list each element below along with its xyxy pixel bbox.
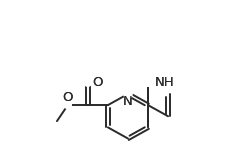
Text: O: O	[63, 91, 73, 104]
Text: NH: NH	[155, 76, 174, 89]
Circle shape	[84, 79, 91, 86]
Text: O: O	[93, 76, 103, 89]
Circle shape	[124, 90, 132, 98]
Text: O: O	[63, 91, 73, 104]
Text: NH: NH	[155, 76, 174, 89]
Text: N: N	[123, 95, 133, 108]
Text: N: N	[123, 95, 133, 108]
Circle shape	[64, 102, 71, 109]
Circle shape	[144, 79, 151, 86]
Text: O: O	[93, 76, 103, 89]
